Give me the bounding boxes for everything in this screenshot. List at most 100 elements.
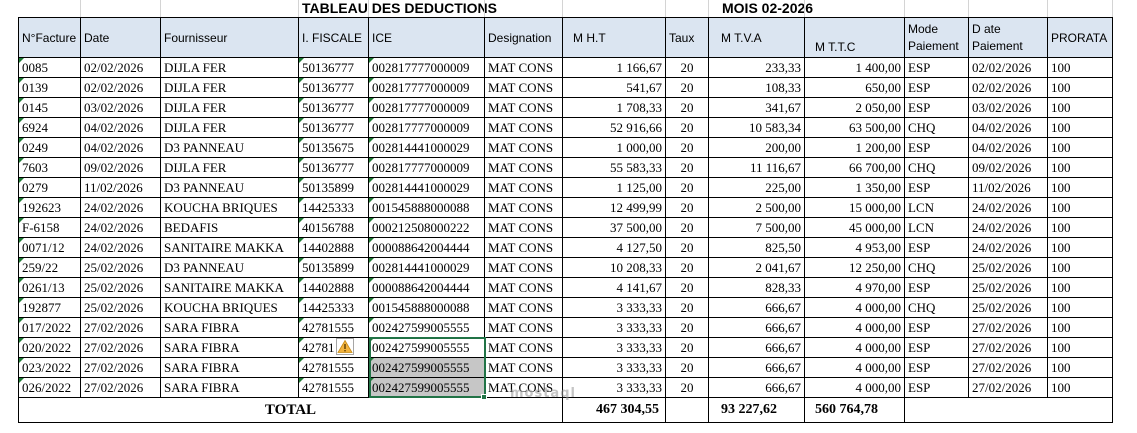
cell-rate[interactable]: 20 (665, 277, 709, 298)
cell-prorata[interactable]: 100 (1047, 317, 1113, 338)
cell-prorata[interactable]: 100 (1047, 257, 1113, 278)
cell-amount-tva[interactable]: 825,50 (708, 237, 805, 258)
cell-date[interactable]: 24/02/2026 (80, 217, 161, 238)
cell-supplier[interactable]: BEDAFIS (160, 217, 299, 238)
cell-ice[interactable]: 002814441000029 (368, 177, 485, 198)
cell-designation[interactable]: MAT CONS (484, 77, 563, 98)
header-date[interactable]: Date (80, 17, 161, 58)
cell-invoice-no[interactable]: 0071/12 (18, 237, 81, 258)
cell-amount-tva[interactable]: 666,67 (708, 297, 805, 318)
cell-ice[interactable]: 001545888000088 (368, 297, 485, 318)
cell-supplier[interactable]: SANITAIRE MAKKA (160, 237, 299, 258)
cell-amount-tva[interactable]: 7 500,00 (708, 217, 805, 238)
cell-fiscal-id[interactable]: 50136777 (298, 57, 369, 78)
total-empty-cell[interactable] (904, 397, 1113, 423)
cell-payment-mode[interactable]: ESP (904, 357, 969, 378)
cell-supplier[interactable]: KOUCHA BRIQUES (160, 197, 299, 218)
sheet-title[interactable]: TABLEAU DES DEDUCTIONS (302, 0, 497, 16)
cell-amount-tva[interactable]: 341,67 (708, 97, 805, 118)
cell-date[interactable]: 24/02/2026 (80, 237, 161, 258)
cell-ice[interactable]: 002814441000029 (368, 137, 485, 158)
cell-prorata[interactable]: 100 (1047, 97, 1113, 118)
header-payment-date[interactable]: D ate Paiement (968, 17, 1048, 58)
cell-invoice-no[interactable]: F-6158 (18, 217, 81, 238)
cell-date[interactable]: 04/02/2026 (80, 137, 161, 158)
cell-supplier[interactable]: SARA FIBRA (160, 337, 299, 358)
cell-amount-ttc[interactable]: 15 000,00 (804, 197, 905, 218)
cell-designation[interactable]: MAT CONS (484, 237, 563, 258)
cell-amount-ht[interactable]: 1 166,67 (562, 57, 666, 78)
cell-rate[interactable]: 20 (665, 177, 709, 198)
cell-payment-mode[interactable]: ESP (904, 317, 969, 338)
cell-fiscal-id[interactable]: 40156788 (298, 217, 369, 238)
cell-ice[interactable]: 002427599005555 (368, 337, 485, 358)
cell-prorata[interactable]: 100 (1047, 117, 1113, 138)
header-designation[interactable]: Designation (484, 17, 563, 58)
header-amount-ht[interactable]: M H.T (562, 17, 666, 58)
cell-invoice-no[interactable]: 0139 (18, 77, 81, 98)
cell-date[interactable]: 11/02/2026 (80, 177, 161, 198)
cell-amount-ht[interactable]: 1 125,00 (562, 177, 666, 198)
cell-supplier[interactable]: SARA FIBRA (160, 357, 299, 378)
cell-prorata[interactable]: 100 (1047, 377, 1113, 398)
cell-rate[interactable]: 20 (665, 57, 709, 78)
cell-supplier[interactable]: DIJLA FER (160, 57, 299, 78)
cell-prorata[interactable]: 100 (1047, 137, 1113, 158)
cell-amount-tva[interactable]: 666,67 (708, 317, 805, 338)
cell-fiscal-id[interactable]: 42781555 (298, 317, 369, 338)
cell-ice[interactable]: 000088642004444 (368, 277, 485, 298)
cell-rate[interactable]: 20 (665, 377, 709, 398)
cell-payment-mode[interactable]: ESP (904, 377, 969, 398)
cell-ice[interactable]: 000212508000222 (368, 217, 485, 238)
cell-fiscal-id[interactable]: 50136777 (298, 157, 369, 178)
cell-invoice-no[interactable]: 020/2022 (18, 337, 81, 358)
cell-supplier[interactable]: SANITAIRE MAKKA (160, 277, 299, 298)
cell-ice[interactable]: 002817777000009 (368, 117, 485, 138)
cell-invoice-no[interactable]: 023/2022 (18, 357, 81, 378)
cell-amount-ht[interactable]: 1 000,00 (562, 137, 666, 158)
warning-triangle-icon[interactable] (336, 338, 354, 355)
cell-amount-ttc[interactable]: 4 000,00 (804, 317, 905, 338)
cell-payment-mode[interactable]: ESP (904, 277, 969, 298)
cell-payment-date[interactable]: 04/02/2026 (968, 137, 1048, 158)
cell-ice[interactable]: 002817777000009 (368, 77, 485, 98)
cell-payment-mode[interactable]: ESP (904, 337, 969, 358)
cell-amount-ttc[interactable]: 63 500,00 (804, 117, 905, 138)
cell-date[interactable]: 27/02/2026 (80, 377, 161, 398)
cell-designation[interactable]: MAT CONS (484, 217, 563, 238)
header-amount-tva[interactable]: M T.V.A (708, 17, 805, 58)
cell-payment-mode[interactable]: CHQ (904, 257, 969, 278)
cell-amount-tva[interactable]: 108,33 (708, 77, 805, 98)
header-payment-mode[interactable]: Mode Paiement (904, 17, 969, 58)
cell-supplier[interactable]: KOUCHA BRIQUES (160, 297, 299, 318)
cell-amount-ttc[interactable]: 1 400,00 (804, 57, 905, 78)
cell-amount-ht[interactable]: 37 500,00 (562, 217, 666, 238)
cell-payment-date[interactable]: 25/02/2026 (968, 277, 1048, 298)
cell-rate[interactable]: 20 (665, 337, 709, 358)
cell-date[interactable]: 09/02/2026 (80, 157, 161, 178)
cell-amount-ttc[interactable]: 4 000,00 (804, 337, 905, 358)
cell-prorata[interactable]: 100 (1047, 297, 1113, 318)
cell-designation[interactable]: MAT CONS (484, 337, 563, 358)
cell-amount-tva[interactable]: 666,67 (708, 337, 805, 358)
total-amount-ht[interactable]: 467 304,55 (562, 397, 666, 423)
cell-prorata[interactable]: 100 (1047, 277, 1113, 298)
cell-designation[interactable]: MAT CONS (484, 177, 563, 198)
cell-amount-ttc[interactable]: 45 000,00 (804, 217, 905, 238)
cell-fiscal-id[interactable]: 50136777 (298, 117, 369, 138)
cell-invoice-no[interactable]: 0145 (18, 97, 81, 118)
cell-payment-date[interactable]: 24/02/2026 (968, 217, 1048, 238)
cell-rate[interactable]: 20 (665, 317, 709, 338)
cell-supplier[interactable]: D3 PANNEAU (160, 177, 299, 198)
cell-invoice-no[interactable]: 7603 (18, 157, 81, 178)
cell-payment-date[interactable]: 02/02/2026 (968, 77, 1048, 98)
cell-date[interactable]: 27/02/2026 (80, 337, 161, 358)
cell-amount-ht[interactable]: 541,67 (562, 77, 666, 98)
cell-invoice-no[interactable]: 0279 (18, 177, 81, 198)
cell-ice[interactable]: 001545888000088 (368, 197, 485, 218)
cell-supplier[interactable]: DIJLA FER (160, 117, 299, 138)
cell-payment-mode[interactable]: CHQ (904, 297, 969, 318)
cell-rate[interactable]: 20 (665, 357, 709, 378)
cell-payment-mode[interactable]: ESP (904, 177, 969, 198)
cell-amount-ht[interactable]: 12 499,99 (562, 197, 666, 218)
